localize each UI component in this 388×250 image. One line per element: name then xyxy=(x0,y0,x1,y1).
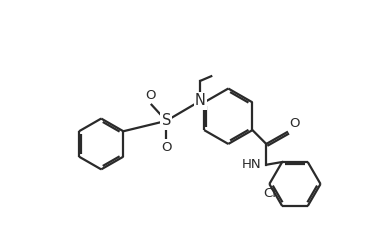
Text: HN: HN xyxy=(242,158,262,171)
Text: O: O xyxy=(145,90,155,102)
Text: N: N xyxy=(195,93,206,108)
Text: Cl: Cl xyxy=(263,187,276,200)
Text: O: O xyxy=(161,141,171,154)
Text: S: S xyxy=(162,113,171,128)
Text: O: O xyxy=(289,117,300,130)
